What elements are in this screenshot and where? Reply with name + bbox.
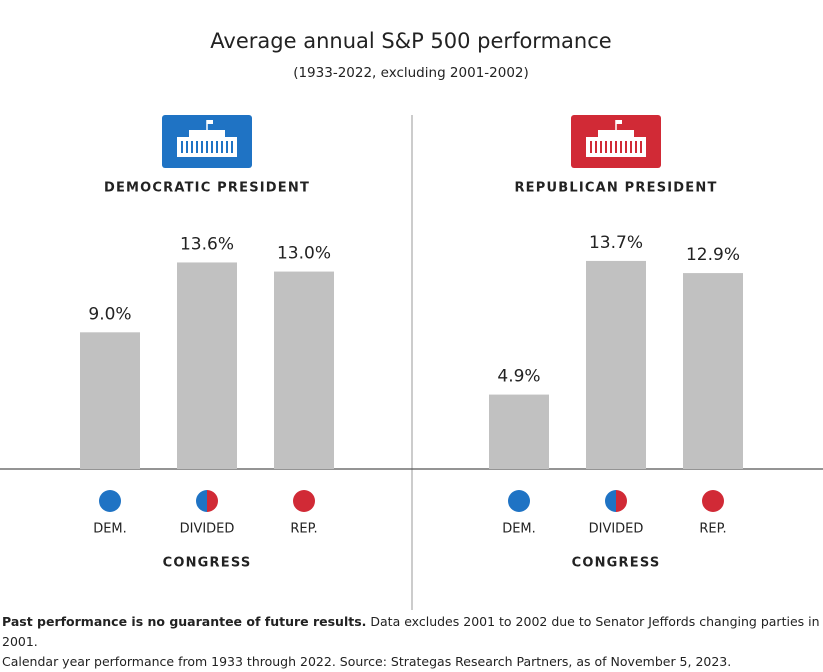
window [600,141,602,153]
badge [162,115,252,168]
x-tick-label: DIVIDED [180,522,235,537]
category-dot [605,490,616,512]
category-dot [207,490,218,512]
x-tick-label: REP. [290,522,317,537]
window [226,141,228,153]
x-tick-label: DEM. [93,522,127,537]
value-label: 13.6% [180,234,234,254]
window [191,141,193,153]
window [181,141,183,153]
footnote-line: Data excludes 2001 to 2002 due to Senato… [2,614,820,649]
bar [683,273,743,469]
value-label: 9.0% [88,304,131,324]
flag [207,120,213,124]
x-tick-label: DEM. [502,522,536,537]
window [605,141,607,153]
window [231,141,233,153]
bar [177,262,237,469]
badge [571,115,661,168]
footnote: Past performance is no guarantee of futu… [2,612,821,672]
window [610,141,612,153]
window [216,141,218,153]
window [196,141,198,153]
category-dot [616,490,627,512]
building-top [598,130,634,138]
category-dot [508,490,530,512]
chart-title: Average annual S&P 500 performance [210,29,611,53]
window [615,141,617,153]
bar [586,260,646,469]
chart: Average annual S&P 500 performance (1933… [0,29,823,610]
panel-title: REPUBLICAN PRESIDENT [514,181,717,196]
value-label: 13.7% [589,233,643,253]
category-dot [293,490,315,512]
window [221,141,223,153]
category-dot [196,490,207,512]
building-top [189,130,225,138]
value-label: 12.9% [686,245,740,265]
x-tick-label: REP. [699,522,726,537]
x-axis-label: CONGRESS [163,556,252,571]
value-label: 4.9% [497,367,540,387]
window [211,141,213,153]
bar [274,271,334,469]
bar [489,394,549,469]
bar [80,332,140,469]
window [640,141,642,153]
window [590,141,592,153]
flag [616,120,622,124]
window [625,141,627,153]
window [635,141,637,153]
window [206,141,208,153]
panel-title: DEMOCRATIC PRESIDENT [104,181,310,196]
value-label: 13.0% [277,244,331,264]
window [630,141,632,153]
window [595,141,597,153]
window [620,141,622,153]
category-dot [99,490,121,512]
x-axis-label: CONGRESS [572,556,661,571]
category-dot [702,490,724,512]
chart-subtitle: (1933-2022, excluding 2001-2002) [293,65,529,81]
footnote-emphasis: Past performance is no guarantee of futu… [2,614,367,629]
page: Average annual S&P 500 performance (1933… [0,29,823,669]
window [186,141,188,153]
x-tick-label: DIVIDED [589,522,644,537]
window [201,141,203,153]
footnote-line: Calendar year performance from 1933 thro… [2,654,732,669]
